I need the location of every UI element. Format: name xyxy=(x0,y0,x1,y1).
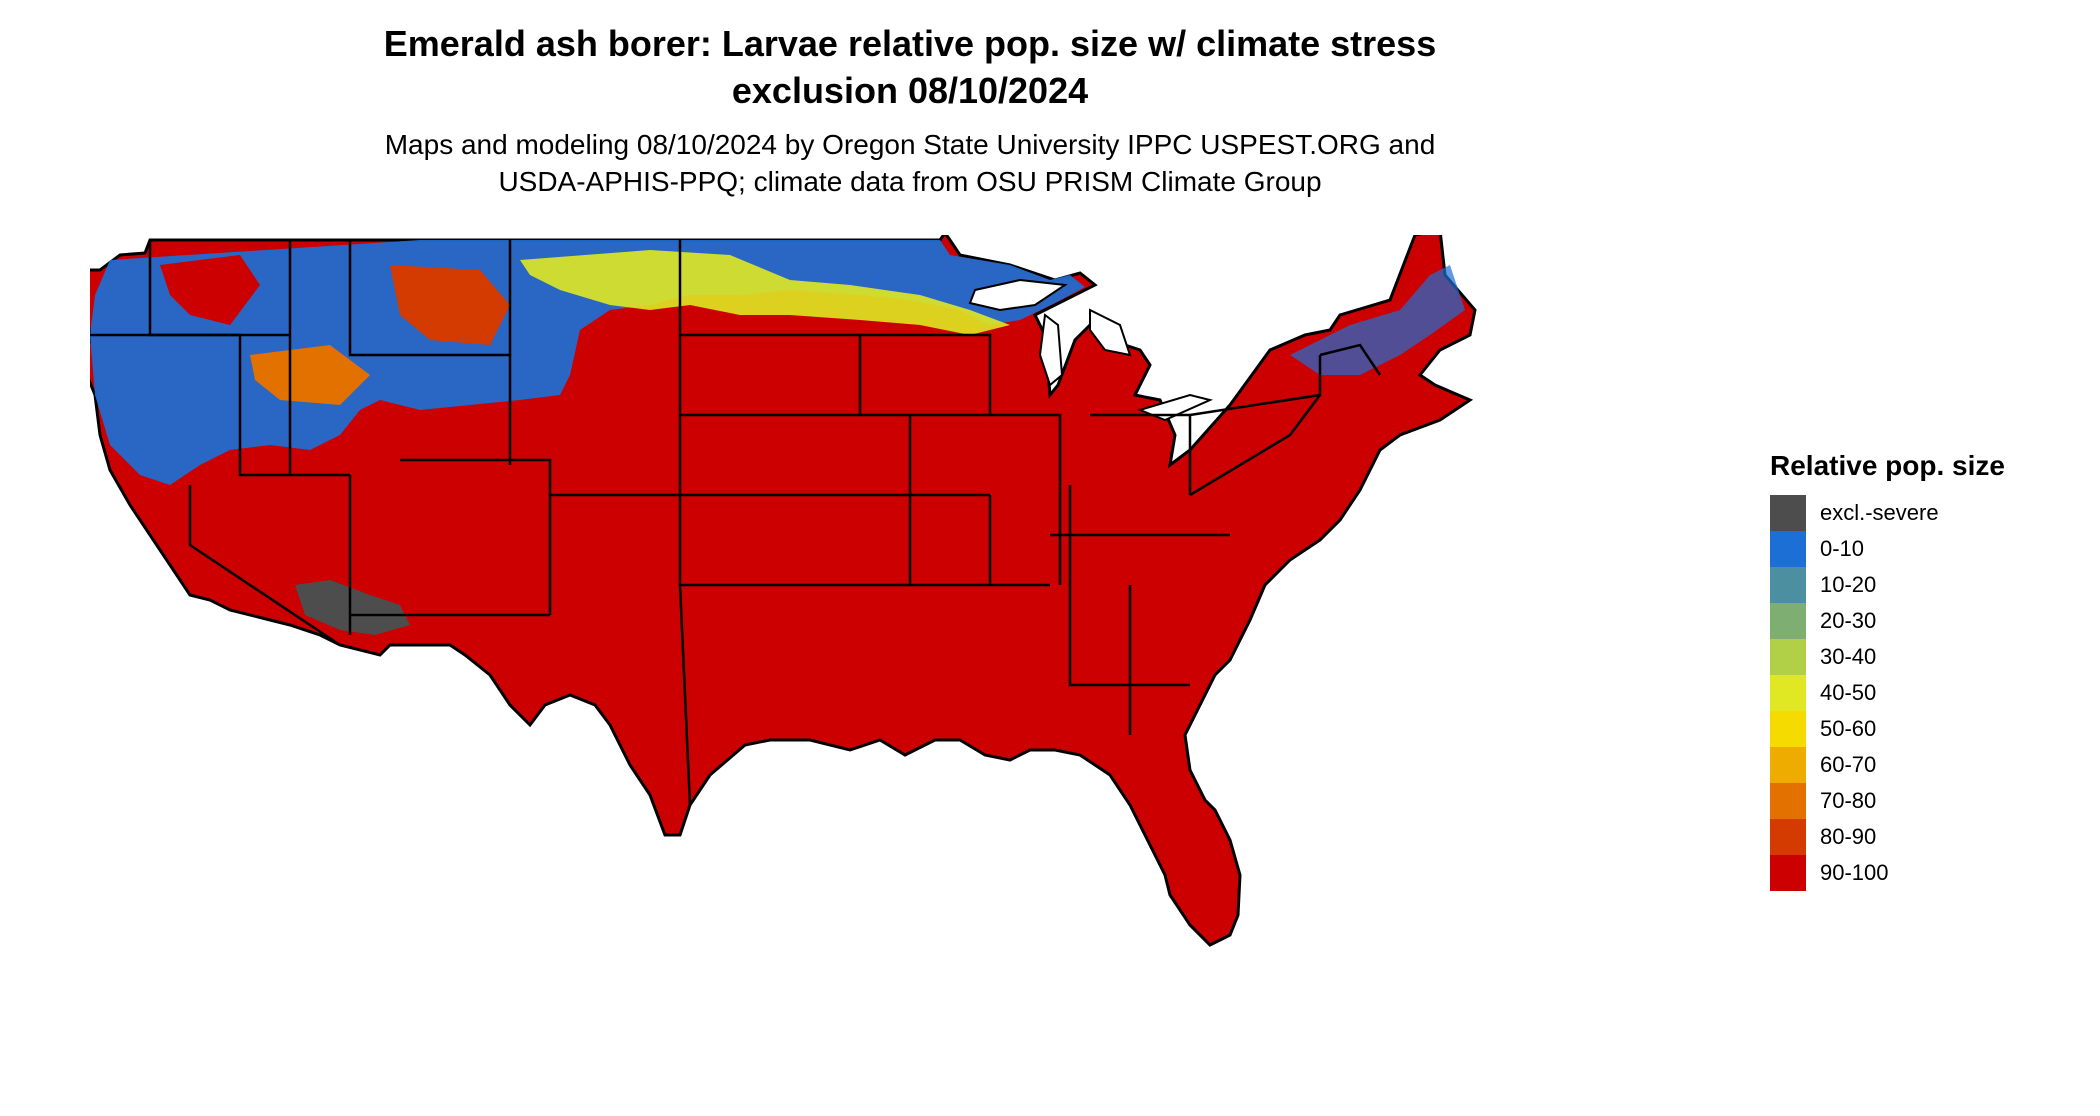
legend-item: excl.-severe xyxy=(1770,495,2070,531)
legend-label: 20-30 xyxy=(1820,608,1877,633)
southwest-excluded xyxy=(295,580,410,635)
legend-label: excl.-severe xyxy=(1820,500,1939,525)
legend-item: 80-90 xyxy=(1770,819,2070,855)
legend-item: 0-10 xyxy=(1770,531,2070,567)
legend-title: Relative pop. size xyxy=(1770,450,2005,481)
legend-label: 50-60 xyxy=(1820,716,1877,741)
legend-swatch xyxy=(1770,495,1806,531)
legend-item: 90-100 xyxy=(1770,855,2070,891)
legend-label: 90-100 xyxy=(1820,860,1889,885)
legend-swatch xyxy=(1770,783,1806,819)
legend-item: 50-60 xyxy=(1770,711,2070,747)
western-warm-pocket-3 xyxy=(250,345,370,405)
legend-swatch xyxy=(1770,675,1806,711)
legend-label: 10-20 xyxy=(1820,572,1877,597)
legend-swatch xyxy=(1770,603,1806,639)
legend-item: 10-20 xyxy=(1770,567,2070,603)
map-subtitle-line-1: Maps and modeling 08/10/2024 by Oregon S… xyxy=(384,129,1436,160)
legend-label: 30-40 xyxy=(1820,644,1877,669)
legend-swatch xyxy=(1770,639,1806,675)
lake-michigan xyxy=(1038,313,1064,387)
legend-swatch xyxy=(1770,747,1806,783)
legend-swatch xyxy=(1770,819,1806,855)
legend-item: 70-80 xyxy=(1770,783,2070,819)
western-warm-pocket-2 xyxy=(390,265,510,345)
map-title-line-2: exclusion 08/10/2024 xyxy=(731,70,1089,111)
state-borders xyxy=(90,240,1382,806)
legend-swatch xyxy=(1770,711,1806,747)
legend-item: 60-70 xyxy=(1770,747,2070,783)
map-subtitle-line-2: USDA-APHIS-PPQ; climate data from OSU PR… xyxy=(498,166,1322,197)
legend-label: 0-10 xyxy=(1820,536,1865,561)
western-warm-pocket-1 xyxy=(160,255,260,325)
legend-label: 60-70 xyxy=(1820,752,1877,777)
legend-item: 20-30 xyxy=(1770,603,2070,639)
legend-label: 40-50 xyxy=(1820,680,1877,705)
legend-label: 70-80 xyxy=(1820,788,1877,813)
northern-low-band xyxy=(90,240,1085,485)
transition-band xyxy=(520,250,1010,335)
legend-swatch xyxy=(1770,531,1806,567)
us-map xyxy=(90,235,1750,1115)
legend-item: 30-40 xyxy=(1770,639,2070,675)
legend: Relative pop. size excl.-severe 0-10 10-20… xyxy=(1770,450,2070,900)
legend-swatch xyxy=(1770,855,1806,891)
lake-huron xyxy=(1089,308,1132,357)
legend-swatch xyxy=(1770,567,1806,603)
map-title-line-1: Emerald ash borer: Larvae relative pop. … xyxy=(383,23,1437,64)
lake-superior xyxy=(968,278,1068,312)
legend-label: 80-90 xyxy=(1820,824,1877,849)
legend-item: 40-50 xyxy=(1770,675,2070,711)
northeast-cool-band xyxy=(1290,265,1465,375)
